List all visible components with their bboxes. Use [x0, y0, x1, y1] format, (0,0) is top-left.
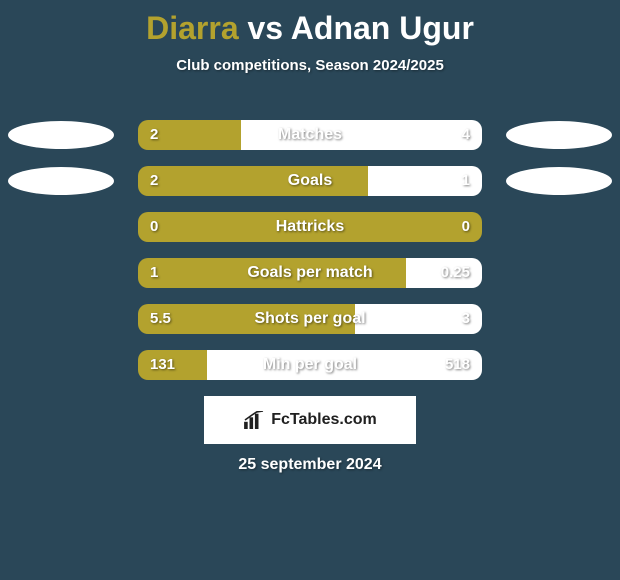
player2-badge	[506, 167, 612, 195]
player2-bar	[368, 166, 482, 196]
bar-track	[138, 166, 482, 196]
stat-row: Matches24	[0, 118, 620, 152]
player2-name: Adnan Ugur	[291, 10, 474, 46]
vs-text: vs	[248, 10, 284, 46]
bar-chart-icon	[243, 411, 265, 429]
player1-bar	[138, 304, 355, 334]
player1-badge	[8, 121, 114, 149]
date-text: 25 september 2024	[0, 456, 620, 474]
stat-row: Min per goal131518	[0, 348, 620, 382]
brand-logo: FcTables.com	[204, 396, 416, 444]
player1-badge	[8, 167, 114, 195]
bar-track	[138, 350, 482, 380]
player2-bar	[241, 120, 482, 150]
stat-row: Hattricks00	[0, 210, 620, 244]
stat-row: Goals per match10.25	[0, 256, 620, 290]
player1-name: Diarra	[146, 10, 239, 46]
stats-chart: Matches24 Goals21 Hattricks00 Goals per mat…	[0, 118, 620, 394]
player2-bar	[355, 304, 482, 334]
bar-track	[138, 120, 482, 150]
stat-row: Shots per goal5.53	[0, 302, 620, 336]
player1-bar	[138, 166, 368, 196]
player1-bar	[138, 120, 241, 150]
player1-bar	[138, 212, 482, 242]
bar-track	[138, 304, 482, 334]
bar-track	[138, 258, 482, 288]
player2-bar	[406, 258, 482, 288]
player1-bar	[138, 350, 207, 380]
player2-badge	[506, 121, 612, 149]
player1-bar	[138, 258, 406, 288]
bar-track	[138, 212, 482, 242]
subtitle: Club competitions, Season 2024/2025	[0, 57, 620, 74]
stat-row: Goals21	[0, 164, 620, 198]
comparison-title: Diarra vs Adnan Ugur	[0, 0, 620, 47]
brand-text: FcTables.com	[271, 411, 377, 429]
player2-bar	[207, 350, 482, 380]
